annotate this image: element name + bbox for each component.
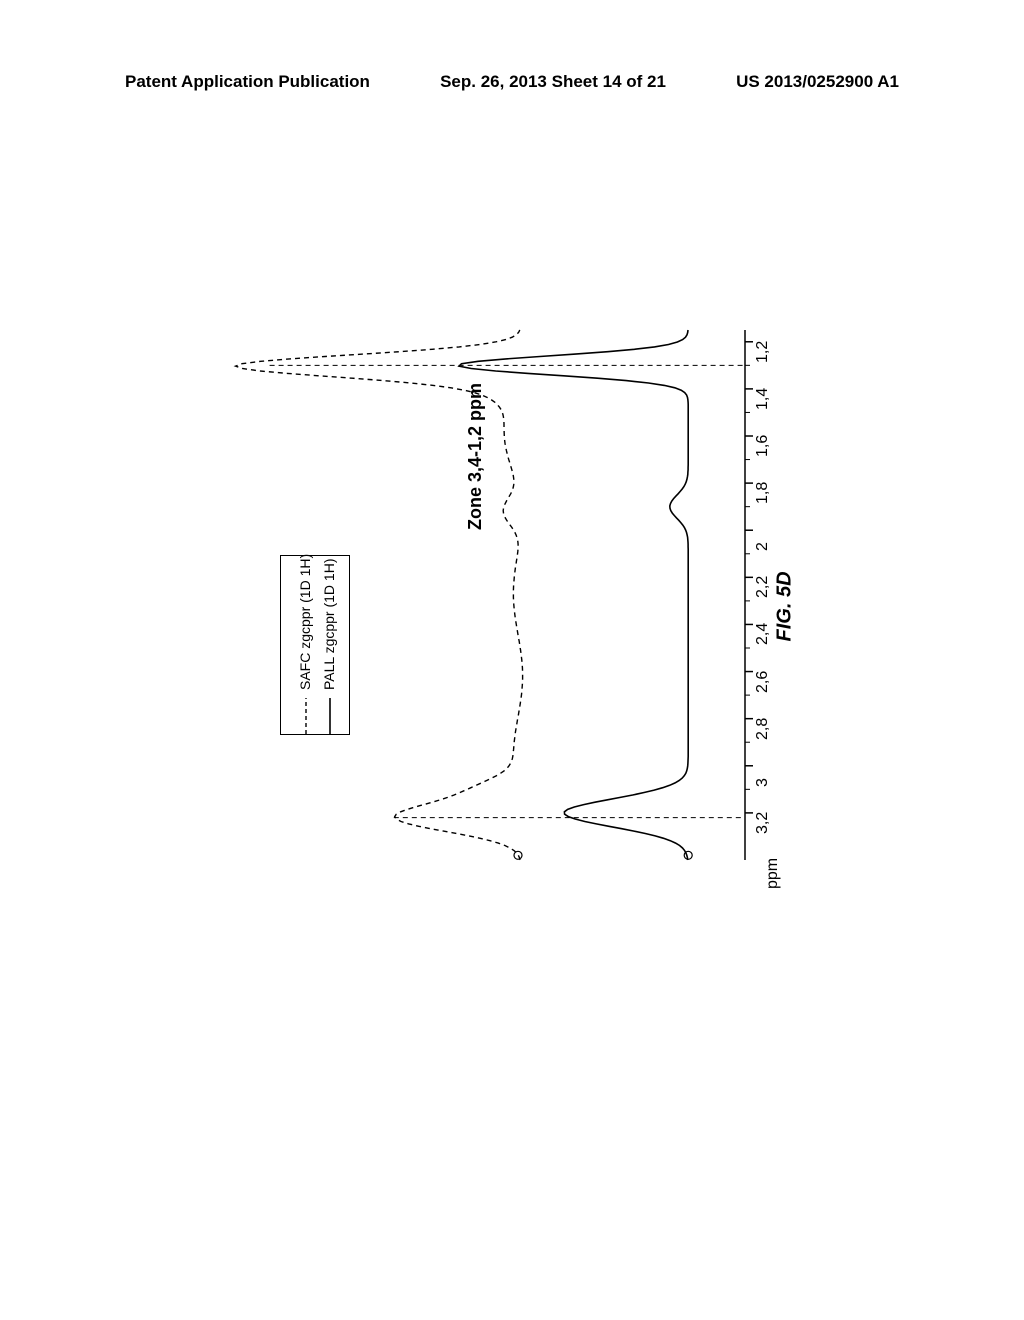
legend-swatch-solid: [321, 698, 337, 734]
legend-box: SAFC zgcppr (1D 1H) PALL zgcppr (1D 1H): [280, 555, 350, 735]
axis-tick-label: 1,8: [754, 482, 772, 504]
chart-title: Zone 3,4-1,2 ppm: [465, 383, 486, 530]
axis-tick-label: 1,4: [754, 388, 772, 410]
legend-label-safc: SAFC zgcppr (1D 1H): [297, 554, 313, 690]
legend-label-pall: PALL zgcppr (1D 1H): [321, 559, 337, 691]
axis-unit-label: ppm: [764, 858, 782, 889]
axis-tick-label: 3,2: [754, 812, 772, 834]
axis-tick-label: 1,2: [754, 341, 772, 363]
pall-series-line: [459, 330, 688, 860]
axis-ticks: [745, 342, 753, 813]
axis-tick-label: 2,4: [754, 623, 772, 645]
header-right: US 2013/0252900 A1: [736, 72, 899, 102]
legend-item-safc: SAFC zgcppr (1D 1H): [297, 554, 313, 734]
legend-swatch-dashed: [297, 698, 313, 734]
legend-item-pall: PALL zgcppr (1D 1H): [321, 559, 337, 735]
figure-label: FIG. 5D: [774, 571, 797, 641]
page-header: Patent Application Publication Sep. 26, …: [0, 72, 1024, 102]
axis-tick-label: 3: [754, 778, 772, 787]
axis-tick-label: 2: [754, 542, 772, 551]
axis-tick-label: 1,6: [754, 435, 772, 457]
baseline-markers: [514, 851, 692, 859]
figure-container: Zone 3,4-1,2 ppm SAFC zgcppr (1D 1H) PAL…: [225, 280, 785, 900]
header-left: Patent Application Publication: [125, 72, 370, 102]
header-center: Sep. 26, 2013 Sheet 14 of 21: [440, 72, 666, 102]
axis-tick-label: 2,8: [754, 717, 772, 739]
axis-tick-label: 2,6: [754, 670, 772, 692]
axis-tick-label: 2,2: [754, 576, 772, 598]
